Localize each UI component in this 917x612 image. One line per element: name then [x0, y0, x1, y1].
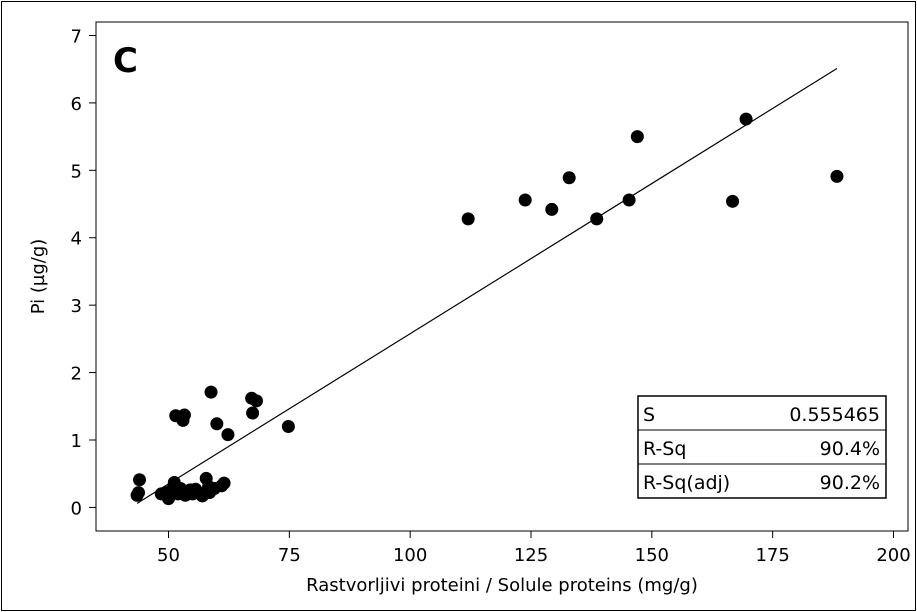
data-point — [132, 486, 146, 500]
x-tick-label: 175 — [755, 545, 789, 566]
data-point — [739, 112, 753, 126]
data-point — [246, 406, 260, 420]
y-tick-label: 1 — [71, 431, 82, 452]
data-point — [830, 169, 844, 183]
x-tick-label: 150 — [635, 545, 669, 566]
y-tick-label: 4 — [71, 229, 82, 250]
y-axis-title: Pi (µg/g) — [28, 239, 49, 315]
data-point — [210, 417, 224, 431]
x-tick-label: 100 — [393, 545, 427, 566]
y-tick-label: 7 — [71, 26, 82, 47]
stats-value: 90.4% — [820, 438, 880, 460]
panel-label: C — [113, 41, 138, 81]
y-tick-label: 5 — [71, 161, 82, 182]
data-point — [177, 408, 191, 422]
x-axis: 50 75 100 125 150 175 200 — [157, 531, 911, 566]
data-point — [281, 420, 295, 434]
y-tick-label: 3 — [71, 296, 82, 317]
plot-area — [95, 21, 909, 532]
data-point — [461, 212, 475, 226]
data-point — [249, 394, 263, 408]
data-point — [590, 212, 604, 226]
data-point — [622, 193, 636, 207]
data-point — [221, 428, 235, 442]
x-tick-label: 125 — [514, 545, 548, 566]
data-point — [518, 193, 532, 207]
stats-value: 0.555465 — [789, 404, 880, 426]
stats-label: R-Sq — [643, 438, 686, 460]
data-point — [545, 202, 559, 216]
y-axis: 0 1 2 3 4 5 6 7 — [71, 26, 96, 519]
x-axis-title: Rastvorljivi proteini / Solule proteins … — [306, 575, 698, 596]
x-tick-label: 50 — [157, 545, 180, 566]
stats-value: 90.2% — [820, 472, 880, 494]
y-tick-label: 2 — [71, 364, 82, 385]
data-point — [562, 171, 576, 185]
y-tick-label: 0 — [71, 498, 82, 519]
regression-line — [136, 68, 838, 504]
stats-label: R-Sq(adj) — [643, 472, 730, 494]
data-point — [204, 385, 218, 399]
y-tick-label: 6 — [71, 94, 82, 115]
data-point — [630, 130, 644, 144]
stats-label: S — [643, 404, 655, 426]
data-point — [726, 194, 740, 208]
data-point — [217, 476, 231, 490]
x-tick-label: 200 — [876, 545, 910, 566]
data-point — [133, 473, 146, 487]
stats-box: S 0.555465 R-Sq 90.4% R-Sq(adj) 90.2% — [637, 395, 887, 499]
stats-box-border — [637, 395, 887, 499]
data-points — [130, 112, 844, 506]
x-tick-label: 75 — [278, 545, 301, 566]
